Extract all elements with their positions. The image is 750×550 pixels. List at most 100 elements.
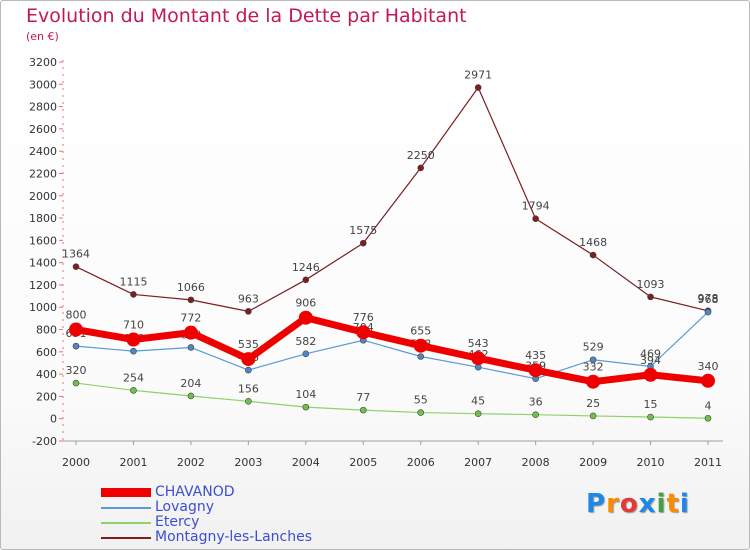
data-point-lovagny bbox=[72, 342, 80, 350]
y-tick-label: 1400 bbox=[29, 257, 57, 270]
data-point-lovagny bbox=[589, 356, 597, 364]
data-point-chavanod bbox=[413, 338, 428, 353]
data-point-etercy bbox=[589, 412, 597, 420]
y-tick-label: 2200 bbox=[29, 167, 57, 180]
legend-swatch bbox=[101, 522, 151, 524]
chart-title: Evolution du Montant de la Dette par Hab… bbox=[26, 5, 467, 27]
data-point-chavanod bbox=[701, 373, 715, 388]
y-tick-label: -200 bbox=[32, 435, 57, 448]
data-label-etercy: 25 bbox=[586, 397, 600, 410]
logo-letter: r bbox=[606, 489, 620, 519]
data-point-etercy bbox=[245, 398, 252, 405]
x-tick-label: 2010 bbox=[637, 456, 665, 469]
legend-swatch bbox=[101, 537, 151, 539]
y-tick-label: 600 bbox=[36, 346, 57, 359]
data-point-etercy bbox=[187, 392, 195, 400]
y-tick-label: 200 bbox=[36, 390, 57, 403]
data-point-montagny-les-lanches bbox=[302, 276, 310, 284]
data-point-montagny-les-lanches bbox=[72, 263, 80, 270]
y-tick-label: 2400 bbox=[29, 145, 57, 158]
data-label-etercy: 55 bbox=[414, 394, 428, 407]
data-point-chavanod bbox=[643, 367, 658, 382]
data-point-chavanod bbox=[471, 351, 486, 366]
data-label-montagny-les-lanches: 1093 bbox=[637, 278, 665, 291]
y-tick-label: 1200 bbox=[29, 279, 57, 292]
data-point-chavanod bbox=[528, 363, 543, 378]
data-label-montagny-les-lanches: 963 bbox=[238, 292, 259, 305]
data-label-montagny-les-lanches: 2971 bbox=[464, 69, 492, 82]
data-label-montagny-les-lanches: 1575 bbox=[349, 224, 377, 237]
data-point-montagny-les-lanches bbox=[589, 251, 597, 259]
legend-swatch bbox=[101, 507, 151, 509]
data-label-lovagny: 529 bbox=[583, 341, 604, 354]
data-point-chavanod bbox=[183, 325, 198, 340]
data-point-lovagny bbox=[245, 366, 252, 374]
y-tick-label: 3000 bbox=[29, 78, 57, 91]
data-label-chavanod: 340 bbox=[698, 360, 719, 373]
x-tick-label: 2002 bbox=[177, 456, 205, 469]
data-point-montagny-les-lanches bbox=[474, 84, 482, 91]
data-point-lovagny bbox=[187, 344, 195, 351]
data-point-montagny-les-lanches bbox=[417, 164, 425, 172]
legend-label: CHAVANOD bbox=[155, 484, 235, 500]
data-label-lovagny: 582 bbox=[295, 335, 316, 348]
data-label-etercy: 36 bbox=[529, 396, 543, 409]
data-point-etercy bbox=[72, 379, 80, 387]
y-tick-label: 400 bbox=[36, 368, 57, 381]
data-label-montagny-les-lanches: 1115 bbox=[119, 275, 147, 288]
data-label-etercy: 204 bbox=[180, 377, 201, 390]
x-tick-label: 2009 bbox=[579, 456, 607, 469]
data-label-montagny-les-lanches: 1066 bbox=[177, 281, 205, 294]
x-tick-label: 2001 bbox=[119, 456, 147, 469]
line-chart: -200 0 200 400 600 800 1000 1200 1400 1600 1800 200… bbox=[29, 56, 723, 469]
data-label-lovagny: 968 bbox=[698, 293, 719, 306]
data-label-etercy: 320 bbox=[66, 364, 87, 377]
data-label-chavanod: 655 bbox=[410, 325, 431, 338]
data-label-etercy: 45 bbox=[471, 395, 485, 408]
chart-subtitle: (en €) bbox=[26, 30, 59, 43]
data-point-montagny-les-lanches bbox=[245, 308, 252, 315]
series-line-etercy bbox=[75, 382, 709, 419]
data-point-montagny-les-lanches bbox=[532, 215, 539, 223]
data-label-montagny-les-lanches: 978 bbox=[698, 292, 719, 305]
data-label-lovagny: 469 bbox=[640, 347, 661, 360]
series-line-chavanod bbox=[75, 314, 709, 386]
x-tick-label: 2005 bbox=[349, 456, 377, 469]
data-point-lovagny bbox=[130, 347, 137, 355]
y-tick-label: 1800 bbox=[29, 212, 57, 225]
data-label-chavanod: 535 bbox=[238, 338, 259, 351]
y-tick-label: 1000 bbox=[29, 301, 57, 314]
x-tick-label: 2004 bbox=[292, 456, 320, 469]
x-tick-label: 2007 bbox=[464, 456, 492, 469]
logo-letter: x bbox=[638, 489, 657, 519]
proxiti-logo: Proxiti bbox=[586, 489, 690, 519]
data-label-montagny-les-lanches: 1468 bbox=[579, 236, 607, 249]
data-point-etercy bbox=[302, 403, 310, 411]
data-point-chavanod bbox=[126, 332, 141, 347]
x-tick-label: 2006 bbox=[407, 456, 435, 469]
data-label-chavanod: 543 bbox=[468, 337, 489, 350]
data-label-chavanod: 906 bbox=[295, 297, 316, 310]
data-point-chavanod bbox=[586, 374, 601, 389]
y-tick-label: 2000 bbox=[29, 190, 57, 203]
logo-letter: t bbox=[666, 489, 680, 519]
data-label-etercy: 254 bbox=[123, 371, 144, 384]
x-tick-label: 2011 bbox=[694, 456, 722, 469]
data-point-montagny-les-lanches bbox=[130, 291, 137, 298]
data-point-lovagny bbox=[417, 353, 425, 360]
data-point-etercy bbox=[359, 406, 367, 414]
y-tick-label: 2600 bbox=[29, 123, 57, 136]
y-tick-label: 2800 bbox=[29, 101, 57, 114]
data-label-chavanod: 776 bbox=[353, 311, 374, 324]
legend-label: Lovagny bbox=[155, 499, 215, 515]
data-point-montagny-les-lanches bbox=[187, 296, 195, 304]
x-tick-label: 2003 bbox=[234, 456, 262, 469]
data-label-etercy: 156 bbox=[238, 382, 259, 395]
data-point-montagny-les-lanches bbox=[359, 239, 367, 247]
data-point-lovagny bbox=[302, 350, 310, 358]
data-label-chavanod: 435 bbox=[525, 349, 546, 362]
x-tick-label: 2000 bbox=[62, 456, 90, 469]
logo-letter: i bbox=[656, 489, 667, 519]
data-point-chavanod bbox=[356, 325, 371, 340]
